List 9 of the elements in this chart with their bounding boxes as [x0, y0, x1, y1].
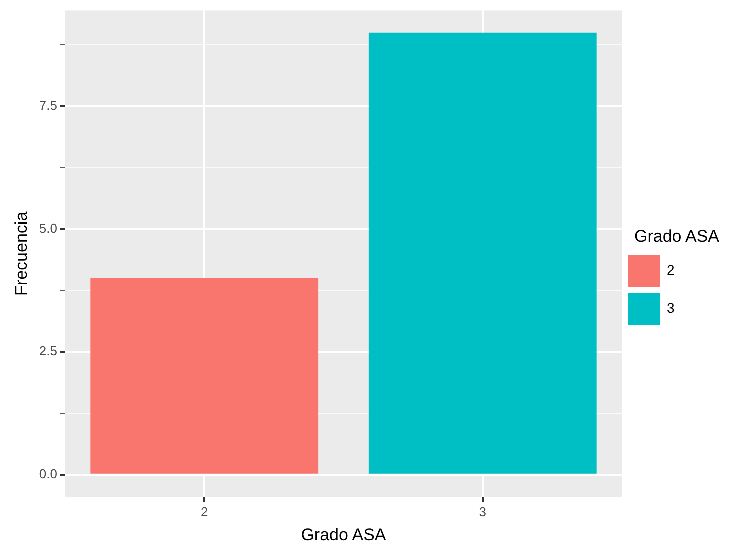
- legend-label: 2: [667, 262, 676, 278]
- legend-title: Grado ASA: [634, 226, 720, 246]
- legend-label: 3: [667, 300, 676, 316]
- x-axis-title: Grado ASA: [301, 525, 387, 544]
- y-tick-label: 7.5: [39, 98, 58, 114]
- y-tick-label: 0.0: [39, 466, 58, 482]
- y-tick-label: 5.0: [39, 220, 58, 236]
- y-axis-title: Frecuencia: [12, 211, 31, 296]
- y-tick-label: 2.5: [39, 344, 58, 359]
